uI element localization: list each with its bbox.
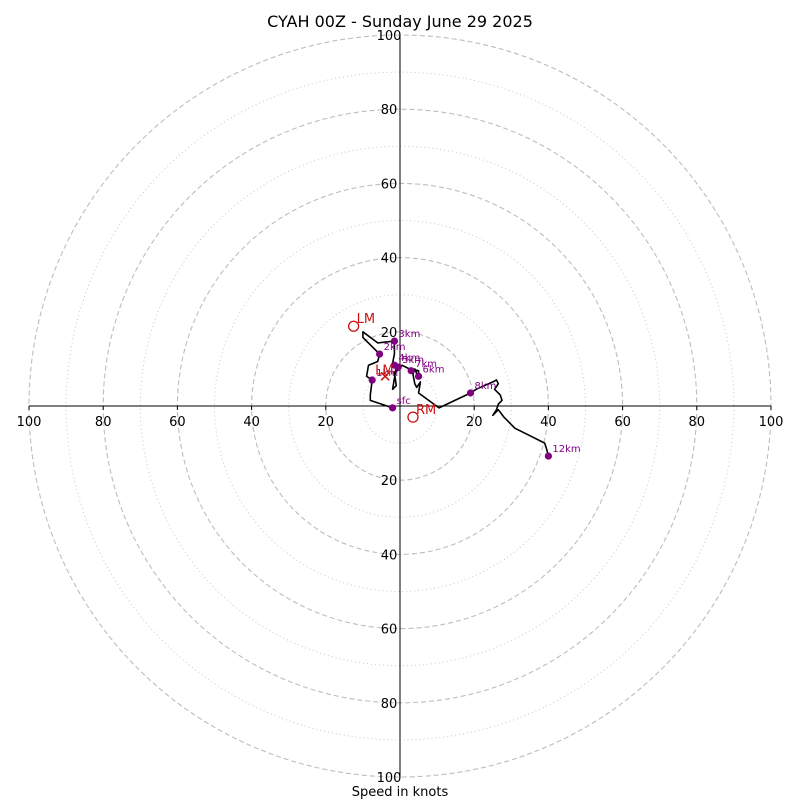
y-tick-label: 80 <box>381 103 398 118</box>
chart-title: CYAH 00Z - Sunday June 29 2025 <box>267 12 533 31</box>
storm-motion-markers: LM RM LM <box>347 312 436 423</box>
height-marker-label: 6km <box>423 364 445 375</box>
height-marker-label: sfc <box>397 396 411 407</box>
height-marker-point <box>368 376 376 384</box>
y-tick-label: 20 <box>381 474 398 489</box>
x-tick-label: 20 <box>466 415 483 430</box>
x-tick-label: 100 <box>759 415 784 430</box>
height-marker-label: 4km <box>398 353 420 364</box>
wind-trace-line <box>362 330 550 457</box>
height-marker-point <box>414 372 423 380</box>
x-tick-label: 20 <box>318 415 335 430</box>
x-tick-label: 80 <box>95 415 112 430</box>
x-tick-label: 100 <box>17 415 42 430</box>
mean-wind-mark <box>380 371 390 381</box>
x-tick-label: 40 <box>243 415 260 430</box>
y-tick-label: 40 <box>381 548 398 563</box>
x-tick-label: 40 <box>540 415 557 430</box>
y-tick-label: 60 <box>381 177 398 192</box>
y-tick-label: 40 <box>381 252 398 267</box>
y-tick-label: 60 <box>381 623 398 638</box>
y-tick-label: 20 <box>381 326 398 341</box>
height-marker-point <box>394 363 402 371</box>
axes <box>29 35 771 777</box>
x-tick-label: 60 <box>614 415 631 430</box>
mean-wind-label: LM <box>375 363 393 378</box>
height-marker-label: 2km <box>384 342 406 353</box>
wind-trace <box>362 330 550 457</box>
storm-motion-point <box>407 411 419 423</box>
tick-labels: 20 20 20 20 40 40 40 40 60 60 60 60 80 80 80 80 100 100 10… <box>17 29 784 786</box>
height-marker-label: 7km <box>415 359 437 370</box>
height-marker-label: 3km <box>398 329 420 340</box>
height-marker-point <box>375 350 384 358</box>
y-tick-label: 80 <box>381 697 398 712</box>
height-marker-label: 12km <box>552 444 580 455</box>
height-marker-label: 8km <box>474 381 496 392</box>
y-tick-label: 100 <box>377 771 402 786</box>
height-marker-point <box>388 404 397 412</box>
x-tick-label: 80 <box>689 415 706 430</box>
height-marker-point <box>390 337 399 345</box>
height-marker-point <box>466 389 475 397</box>
storm-motion-point <box>347 320 360 332</box>
x-tick-label: 60 <box>169 415 186 430</box>
y-tick-label: 100 <box>377 29 402 44</box>
storm-motion-label: LM <box>357 312 375 327</box>
height-marker-label: 5km <box>402 355 424 366</box>
height-marker-point <box>407 367 415 375</box>
storm-motion-label: RM <box>416 403 436 418</box>
height-marker-point <box>544 452 553 460</box>
x-axis-label: Speed in knots <box>352 785 449 800</box>
